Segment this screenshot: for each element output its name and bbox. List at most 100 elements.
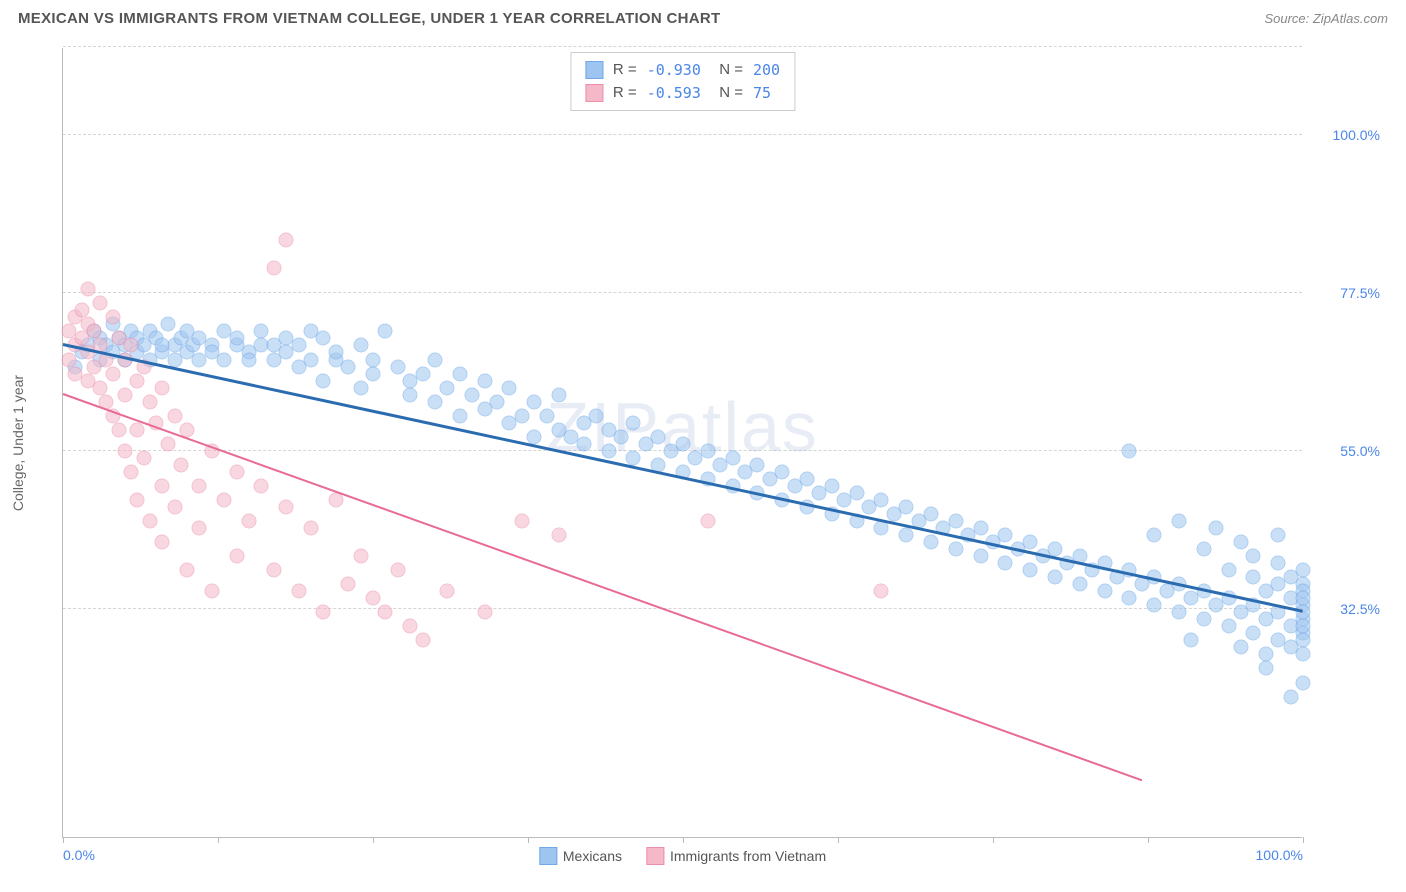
n-value-mexicans: 200 [753, 59, 780, 82]
data-point [452, 408, 467, 423]
data-point [229, 549, 244, 564]
data-point [700, 514, 715, 529]
x-tick-label: 0.0% [63, 847, 95, 863]
data-point [440, 380, 455, 395]
data-point [279, 499, 294, 514]
data-point [1122, 443, 1137, 458]
data-point [899, 528, 914, 543]
data-point [452, 366, 467, 381]
data-point [1196, 542, 1211, 557]
data-point [403, 387, 418, 402]
x-tick [1148, 837, 1149, 843]
data-point [118, 387, 133, 402]
data-point [118, 443, 133, 458]
data-point [1097, 584, 1112, 599]
data-point [527, 429, 542, 444]
data-point [204, 584, 219, 599]
data-point [514, 408, 529, 423]
y-tick-label: 55.0% [1340, 443, 1380, 459]
source-attribution: Source: ZipAtlas.com [1264, 11, 1388, 26]
data-point [353, 549, 368, 564]
data-point [1258, 647, 1273, 662]
data-point [142, 394, 157, 409]
swatch-vietnam [585, 84, 603, 102]
data-point [626, 450, 641, 465]
y-axis-label: College, Under 1 year [10, 375, 26, 511]
data-point [378, 605, 393, 620]
data-point [316, 331, 331, 346]
data-point [626, 415, 641, 430]
data-point [1184, 633, 1199, 648]
trend-line [63, 343, 1304, 612]
data-point [80, 282, 95, 297]
data-point [341, 359, 356, 374]
gridline-h [63, 134, 1302, 135]
x-tick [528, 837, 529, 843]
data-point [316, 605, 331, 620]
y-tick-label: 77.5% [1340, 285, 1380, 301]
data-point [328, 345, 343, 360]
data-point [304, 521, 319, 536]
data-point [366, 352, 381, 367]
data-point [1147, 528, 1162, 543]
data-point [415, 633, 430, 648]
data-point [266, 563, 281, 578]
data-point [254, 324, 269, 339]
n-label: N = [711, 59, 743, 82]
data-point [948, 542, 963, 557]
data-point [291, 584, 306, 599]
gridline-h [63, 608, 1302, 609]
x-tick [683, 837, 684, 843]
data-point [676, 436, 691, 451]
data-point [242, 352, 257, 367]
n-value-vietnam: 75 [753, 82, 771, 105]
data-point [924, 506, 939, 521]
data-point [136, 450, 151, 465]
data-point [1048, 570, 1063, 585]
r-value-mexicans: -0.930 [647, 59, 701, 82]
data-point [155, 535, 170, 550]
data-point [130, 373, 145, 388]
data-point [291, 338, 306, 353]
data-point [62, 352, 77, 367]
data-point [725, 450, 740, 465]
data-point [948, 514, 963, 529]
data-point [539, 408, 554, 423]
data-point [366, 591, 381, 606]
data-point [527, 394, 542, 409]
legend-swatch-vietnam [646, 847, 664, 865]
data-point [1209, 521, 1224, 536]
data-point [93, 380, 108, 395]
data-point [1271, 528, 1286, 543]
data-point [750, 457, 765, 472]
data-point [874, 492, 889, 507]
gridline-h [63, 292, 1302, 293]
data-point [105, 366, 120, 381]
x-tick [1303, 837, 1304, 843]
data-point [1023, 563, 1038, 578]
data-point [998, 528, 1013, 543]
data-point [998, 556, 1013, 571]
data-point [800, 471, 815, 486]
data-point [552, 387, 567, 402]
data-point [217, 492, 232, 507]
data-point [1221, 619, 1236, 634]
data-point [74, 303, 89, 318]
y-tick-label: 100.0% [1333, 127, 1380, 143]
data-point [161, 436, 176, 451]
data-point [192, 521, 207, 536]
data-point [87, 324, 102, 339]
legend-label-mexicans: Mexicans [563, 848, 622, 864]
correlation-stats-box: R = -0.930 N = 200 R = -0.593 N = 75 [570, 52, 795, 111]
x-tick [838, 837, 839, 843]
data-point [1258, 661, 1273, 676]
chart-title: MEXICAN VS IMMIGRANTS FROM VIETNAM COLLE… [18, 10, 721, 27]
x-tick [373, 837, 374, 843]
stats-row-vietnam: R = -0.593 N = 75 [585, 82, 780, 105]
data-point [142, 514, 157, 529]
data-point [514, 514, 529, 529]
data-point [130, 422, 145, 437]
data-point [1296, 591, 1311, 606]
legend-label-vietnam: Immigrants from Vietnam [670, 848, 826, 864]
data-point [614, 429, 629, 444]
